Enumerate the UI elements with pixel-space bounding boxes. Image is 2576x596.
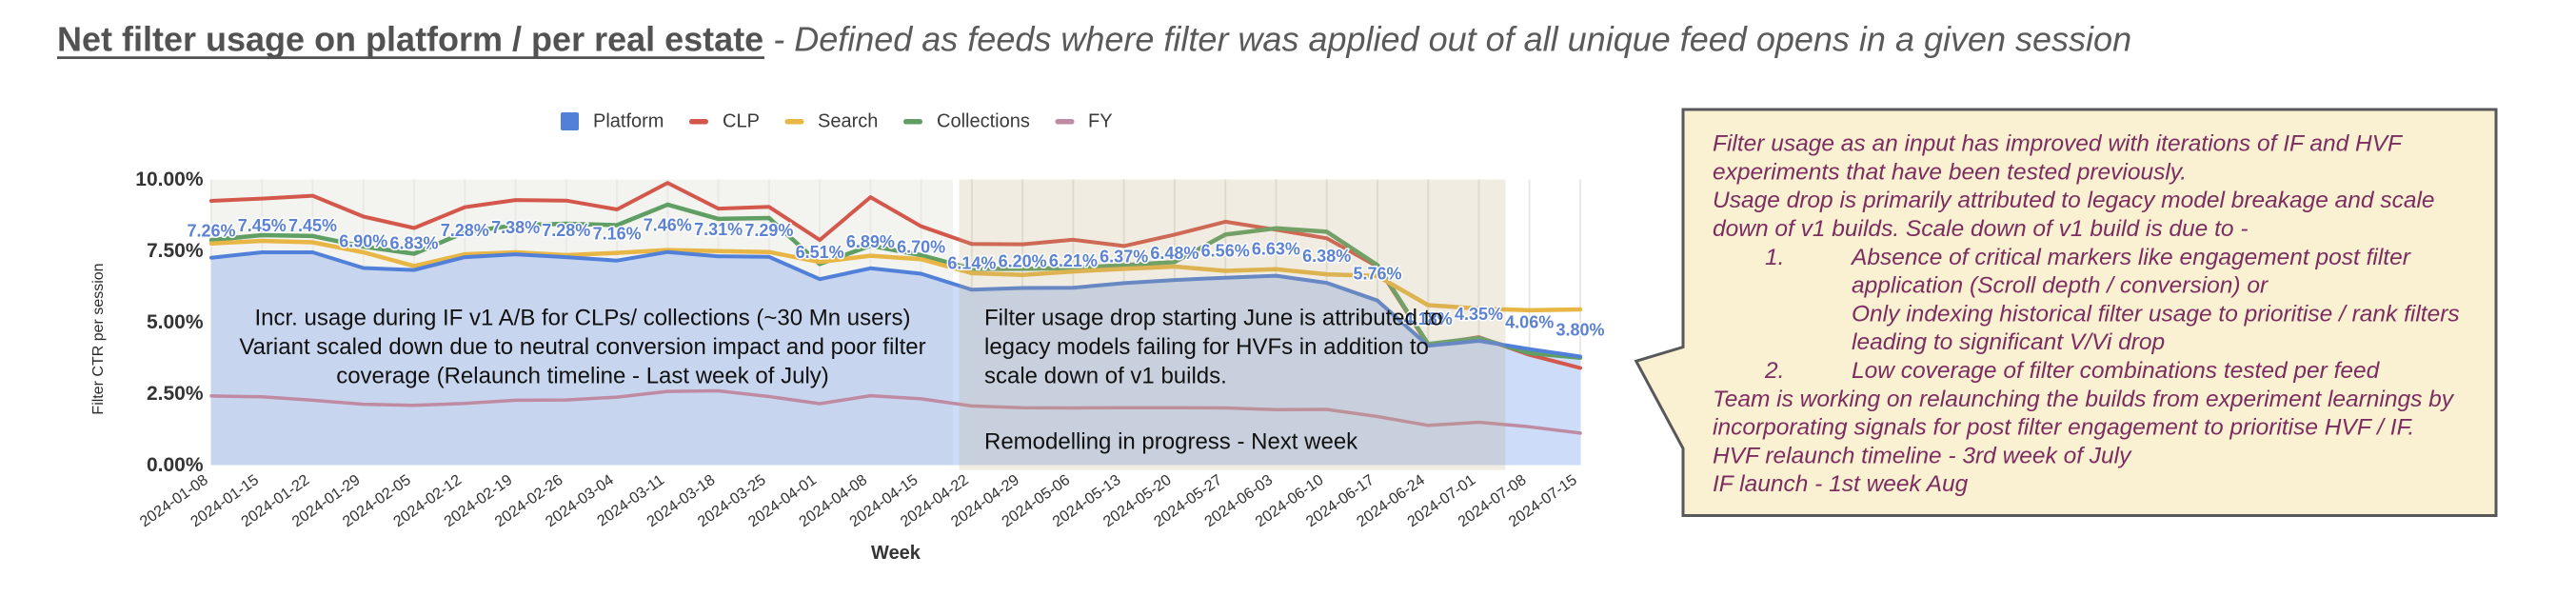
svg-text:6.56%: 6.56% (1201, 242, 1250, 261)
svg-text:Remodelling in progress - Next: Remodelling in progress - Next week (984, 429, 1358, 455)
svg-text:2.50%: 2.50% (147, 383, 204, 405)
svg-text:HVF relaunch timeline - 3rd we: HVF relaunch timeline - 3rd week of July (1713, 443, 2132, 468)
svg-text:down of v1 builds. Scale down: down of v1 builds. Scale down of v1 buil… (1713, 216, 2248, 242)
svg-text:coverage (Relaunch timeline -: coverage (Relaunch timeline - Last week … (336, 364, 829, 389)
svg-text:Incr. usage during IF v1 A/B f: Incr. usage during IF v1 A/B for CLPs/ c… (255, 306, 911, 331)
svg-text:6.90%: 6.90% (339, 232, 387, 251)
svg-text:7.45%: 7.45% (288, 216, 337, 235)
svg-text:CLP: CLP (723, 111, 760, 132)
svg-text:7.28%: 7.28% (542, 221, 590, 240)
svg-text:Only indexing historical filte: Only indexing historical filter usage to… (1852, 301, 2460, 327)
svg-text:Filter usage as an input has i: Filter usage as an input has improved wi… (1713, 131, 2404, 157)
svg-text:Search: Search (818, 111, 878, 132)
svg-text:4.18%: 4.18% (1404, 309, 1453, 328)
svg-text:5.76%: 5.76% (1353, 265, 1401, 284)
svg-text:0.00%: 0.00% (147, 454, 204, 476)
svg-text:Collections: Collections (937, 111, 1030, 132)
svg-text:experiments that have been tes: experiments that have been tested previo… (1713, 159, 2187, 185)
svg-text:scale down of v1 builds.: scale down of v1 builds. (984, 364, 1227, 389)
svg-text:leading to significant V/Vi dr: leading to significant V/Vi drop (1852, 329, 2165, 355)
svg-text:Team is working on relaunching: Team is working on relaunching the build… (1713, 387, 2455, 412)
svg-text:6.48%: 6.48% (1150, 244, 1199, 263)
svg-text:7.16%: 7.16% (593, 225, 642, 244)
svg-text:7.38%: 7.38% (491, 218, 540, 237)
svg-text:7.29%: 7.29% (744, 221, 793, 240)
svg-text:6.83%: 6.83% (389, 234, 438, 253)
svg-text:4.35%: 4.35% (1455, 305, 1503, 324)
svg-text:Usage drop is primarily attrib: Usage drop is primarily attributed to le… (1713, 188, 2435, 213)
svg-text:IF launch - 1st week Aug: IF launch - 1st week Aug (1713, 471, 1969, 497)
svg-text:6.51%: 6.51% (796, 243, 844, 262)
svg-text:2.: 2. (1764, 358, 1784, 384)
svg-text:Net filter usage on platform /: Net filter usage on platform / per real … (57, 20, 2131, 59)
svg-text:application (Scroll depth / co: application (Scroll depth / conversion) … (1852, 273, 2269, 299)
svg-text:7.46%: 7.46% (644, 216, 692, 235)
svg-text:5.00%: 5.00% (147, 311, 204, 333)
svg-text:6.89%: 6.89% (846, 232, 895, 251)
svg-text:FY: FY (1088, 111, 1113, 132)
svg-text:7.45%: 7.45% (238, 216, 287, 235)
svg-text:6.38%: 6.38% (1302, 247, 1351, 266)
svg-text:Filter CTR per session: Filter CTR per session (90, 263, 107, 414)
svg-text:legacy models failing for HVFs: legacy models failing for HVFs in additi… (984, 334, 1429, 360)
svg-text:6.63%: 6.63% (1252, 240, 1300, 259)
svg-text:Variant scaled down due to neu: Variant scaled down due to neutral conve… (239, 334, 925, 360)
svg-text:7.26%: 7.26% (187, 222, 235, 241)
svg-text:7.28%: 7.28% (441, 221, 489, 240)
svg-text:7.50%: 7.50% (147, 240, 204, 262)
svg-text:Platform: Platform (593, 111, 664, 132)
svg-text:Absence of critical markers li: Absence of critical markers like engagem… (1850, 245, 2411, 270)
svg-text:6.14%: 6.14% (947, 253, 996, 272)
svg-text:7.31%: 7.31% (694, 220, 743, 239)
svg-text:Week: Week (871, 543, 921, 564)
svg-text:1.: 1. (1765, 245, 1784, 270)
svg-text:6.37%: 6.37% (1100, 247, 1148, 266)
svg-text:10.00%: 10.00% (135, 169, 204, 190)
svg-text:6.21%: 6.21% (1049, 251, 1098, 270)
svg-text:Low coverage of filter combina: Low coverage of filter combinations test… (1852, 358, 2381, 384)
svg-text:6.20%: 6.20% (999, 252, 1047, 271)
svg-text:6.70%: 6.70% (897, 238, 945, 257)
svg-text:4.06%: 4.06% (1505, 313, 1554, 332)
svg-text:3.80%: 3.80% (1556, 321, 1604, 340)
svg-text:incorporating signals for post: incorporating signals for post filter en… (1713, 415, 2414, 441)
svg-text:Filter usage drop starting Jun: Filter usage drop starting June is attri… (984, 306, 1443, 331)
